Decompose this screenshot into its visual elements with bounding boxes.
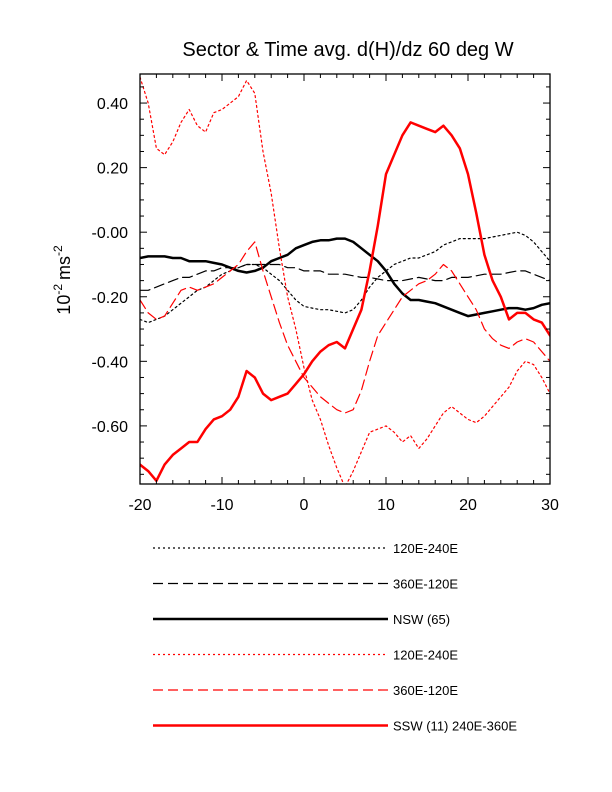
x-tick-label: -10 (210, 497, 233, 514)
legend-label-4: 120E-240E (393, 648, 458, 663)
legend-label-6: SSW (11) 240E-360E (393, 719, 517, 734)
y-axis-label-base: 10 (54, 295, 74, 315)
series-line-1 (140, 231, 550, 324)
y-tick-label: -0.20 (92, 290, 129, 307)
series-line-4 (140, 76, 550, 484)
y-axis: -0.60 -0.40 -0.20 -0.00 0.20 0.40 (92, 86, 550, 475)
legend-label-3: NSW (65) (393, 612, 450, 627)
y-axis-label-unit: ms (54, 256, 74, 280)
series-line-5 (140, 241, 550, 414)
y-tick-label: -0.40 (92, 354, 129, 371)
y-axis-label: 10-2ms-2 (51, 245, 74, 315)
y-axis-label-unit-exp: -2 (51, 245, 65, 256)
y-axis-label-exp: -2 (51, 284, 65, 295)
y-tick-label: 0.40 (97, 96, 128, 113)
series-line-6 (140, 121, 550, 483)
legend: 120E-240E 360E-120E NSW (65) 120E-240E 360E-… (153, 541, 517, 734)
chart-title: Sector & Time avg. d(H)/dz 60 deg W (182, 39, 513, 61)
x-tick-label: 0 (300, 497, 309, 514)
x-tick-label: 30 (541, 497, 559, 514)
legend-label-5: 360E-120E (393, 683, 458, 698)
legend-label-2: 360E-120E (393, 577, 458, 592)
y-tick-label: -0.00 (92, 225, 129, 242)
series-line-3 (140, 237, 550, 318)
y-tick-label: 0.20 (97, 161, 128, 178)
series-group (140, 76, 550, 484)
x-axis: -20 -10 0 10 20 30 (128, 74, 559, 514)
series-line-2 (140, 263, 550, 291)
x-tick-label: -20 (128, 497, 151, 514)
legend-label-1: 120E-240E (393, 541, 458, 556)
y-tick-label: -0.60 (92, 419, 129, 436)
x-tick-label: 20 (459, 497, 477, 514)
plot-frame (139, 73, 551, 485)
x-tick-label: 10 (377, 497, 395, 514)
